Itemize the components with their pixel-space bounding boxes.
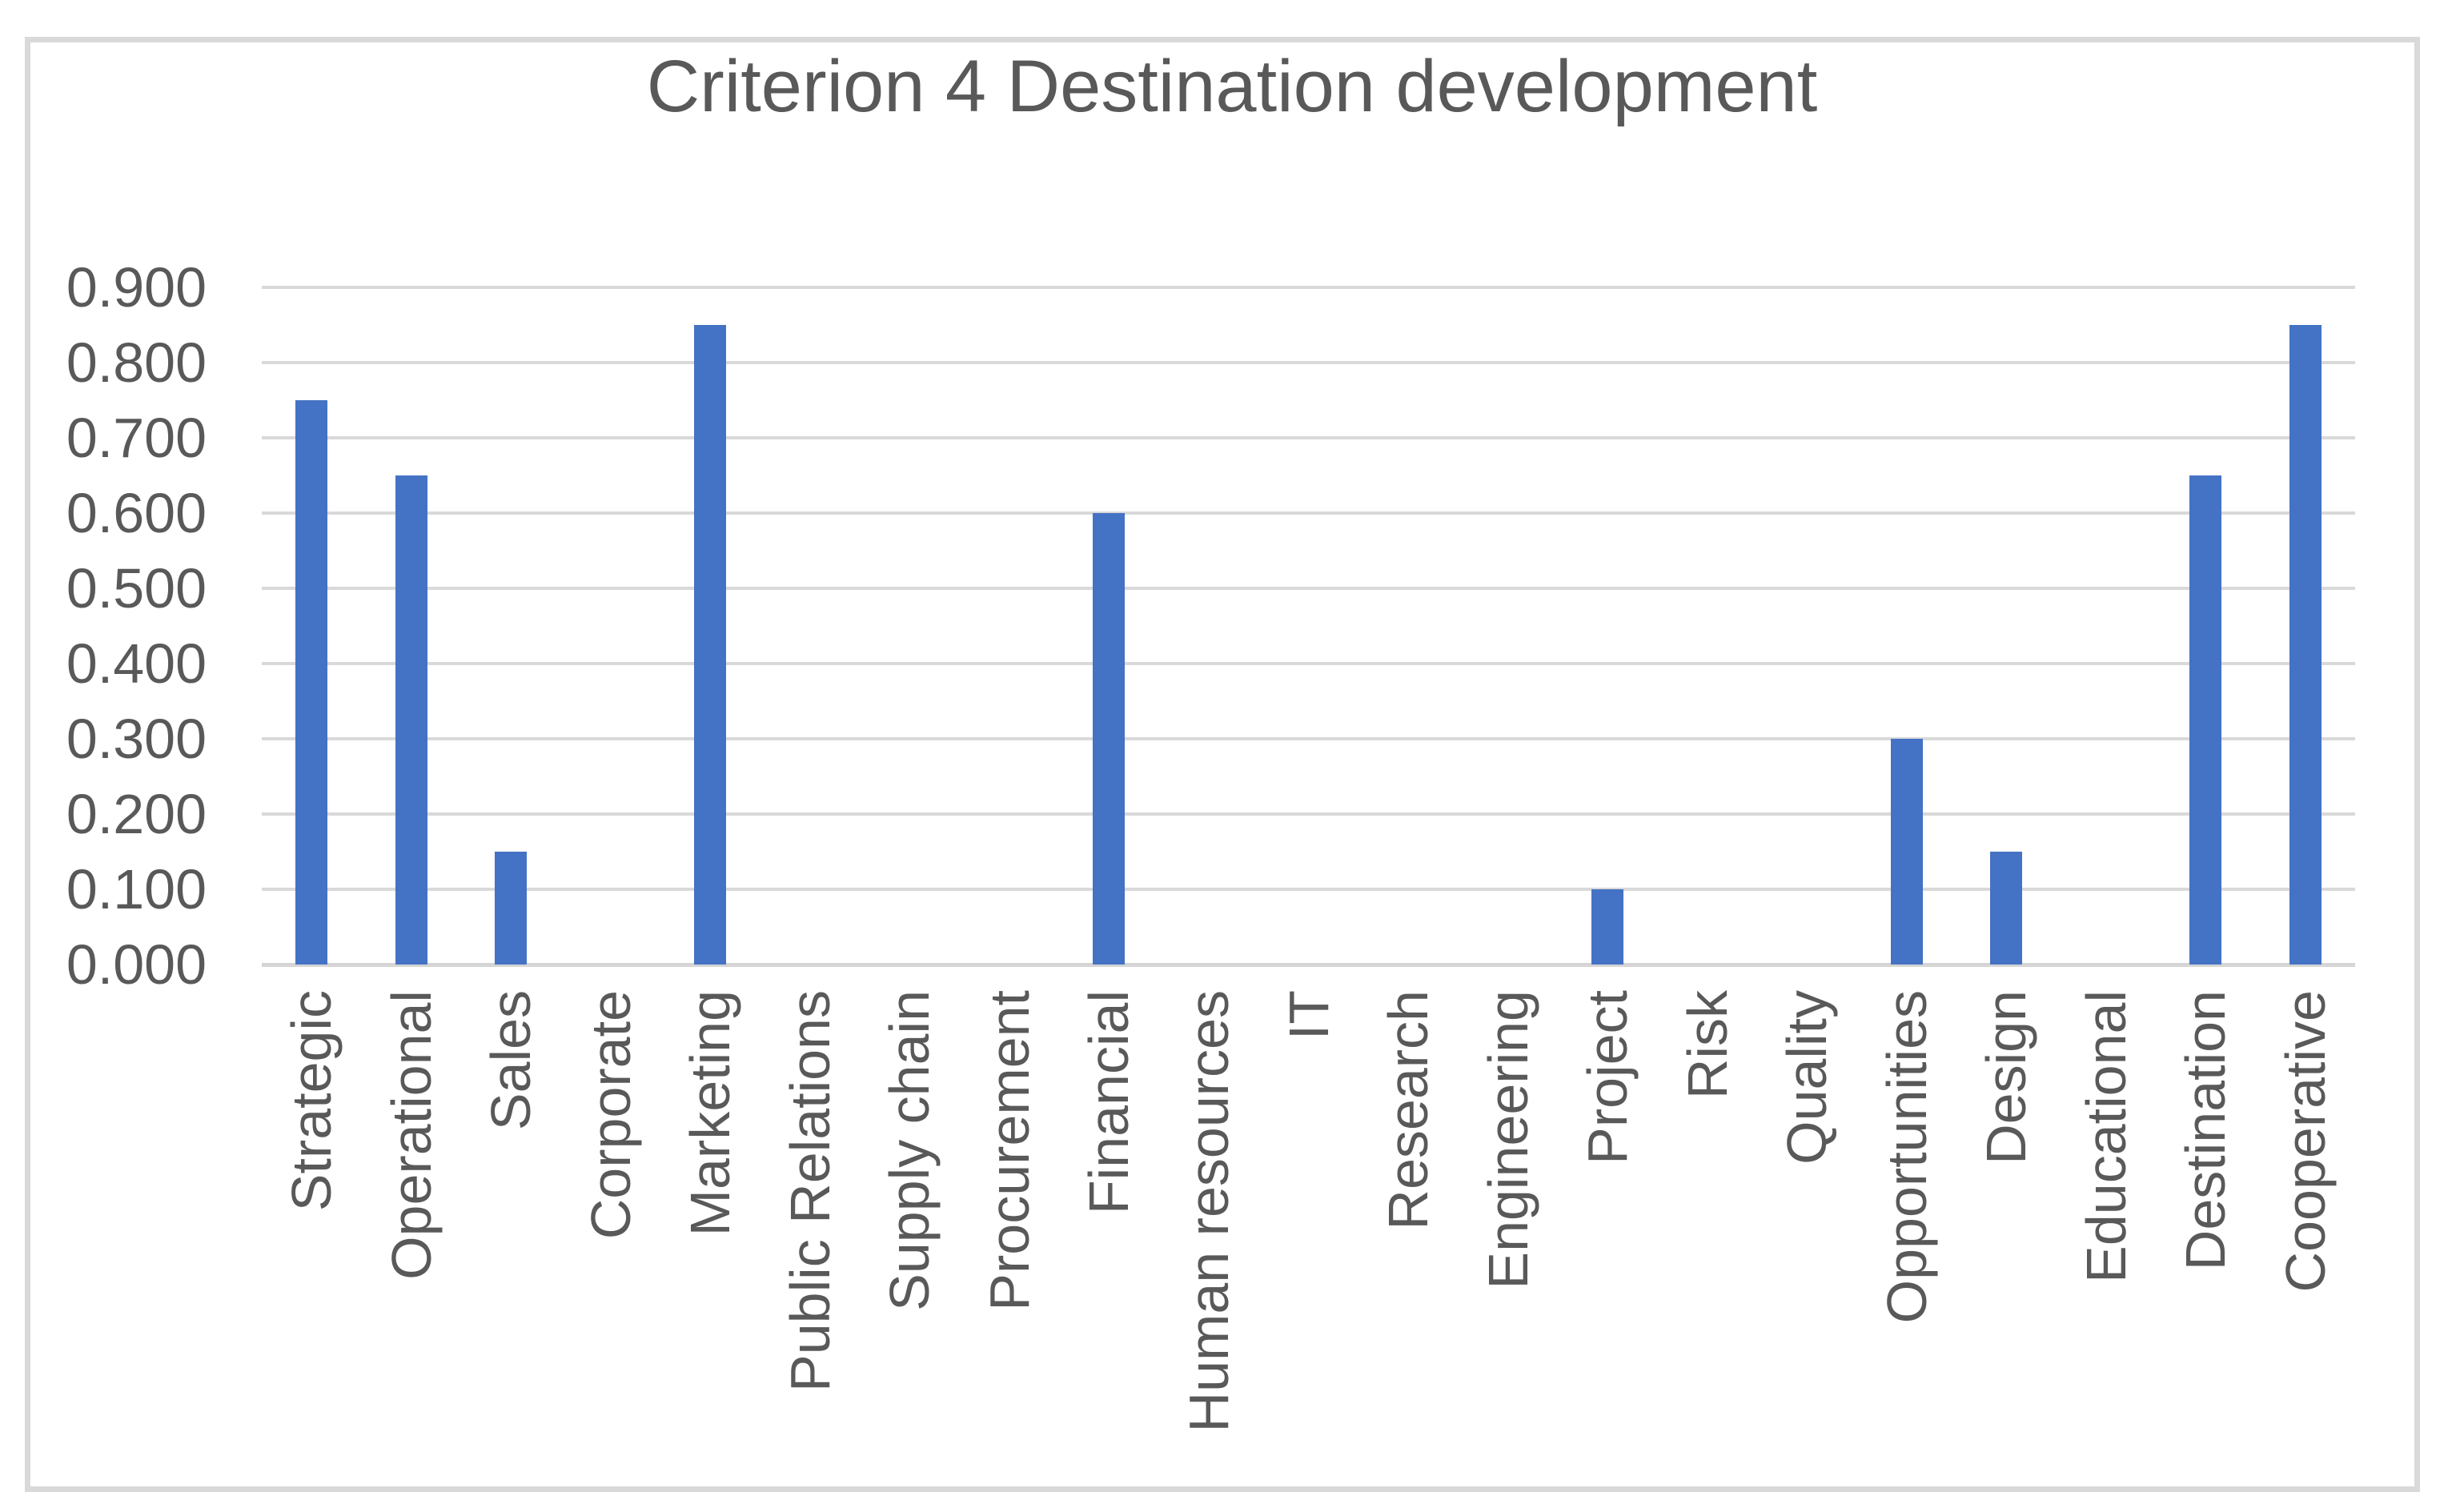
gridline — [262, 436, 2355, 439]
gridline — [262, 888, 2355, 891]
bar-sales — [495, 852, 528, 965]
gridline — [262, 511, 2355, 515]
x-category-label: Corporate — [579, 990, 642, 1240]
y-tick-label: 0.800 — [66, 331, 207, 394]
x-category-label: Risk — [1675, 990, 1739, 1100]
bar-marketing — [694, 325, 727, 965]
x-category-label: Marketing — [679, 990, 742, 1237]
x-category-label: Engineering — [1476, 990, 1539, 1289]
x-category-label: Strategic — [280, 990, 343, 1212]
bar-financial — [1093, 513, 1126, 965]
x-category-label: Sales — [480, 990, 543, 1131]
x-category-label: Public Relations — [778, 990, 841, 1392]
x-category-label: Destination — [2174, 990, 2237, 1271]
x-category-label: Operational — [379, 990, 443, 1280]
x-axis-line — [262, 963, 2355, 967]
bar-design — [1990, 852, 2023, 965]
x-category-label: Opportunities — [1875, 990, 1938, 1324]
gridline — [262, 737, 2355, 740]
chart-title: Criterion 4 Destination development — [646, 46, 1818, 127]
y-tick-label: 0.400 — [66, 632, 207, 695]
gridline — [262, 286, 2355, 289]
gridline — [262, 587, 2355, 590]
y-tick-label: 0.100 — [66, 858, 207, 920]
x-category-label: Research — [1377, 990, 1440, 1230]
x-category-label: Supply chain — [878, 990, 941, 1311]
y-tick-label: 0.300 — [66, 708, 207, 770]
bar-strategic — [295, 400, 328, 965]
x-category-label: Project — [1576, 990, 1639, 1165]
gridline — [262, 662, 2355, 665]
y-tick-label: 0.000 — [66, 933, 207, 996]
x-category-label: Procurement — [977, 990, 1041, 1311]
x-category-label: Cooperative — [2273, 990, 2337, 1293]
y-tick-label: 0.700 — [66, 407, 207, 469]
x-category-label: IT — [1277, 990, 1340, 1041]
bar-cooperative — [2289, 325, 2322, 965]
bar-operational — [395, 475, 427, 965]
x-category-label: Financial — [1077, 990, 1141, 1215]
bar-destination — [2189, 475, 2222, 965]
x-category-label: Quality — [1776, 990, 1839, 1165]
y-tick-label: 0.500 — [66, 557, 207, 620]
x-category-label: Educational — [2074, 990, 2137, 1283]
x-category-label: Design — [1975, 990, 2038, 1165]
gridline — [262, 812, 2355, 816]
y-tick-label: 0.200 — [66, 783, 207, 845]
x-category-label: Human resources — [1177, 990, 1240, 1433]
y-tick-label: 0.600 — [66, 482, 207, 544]
bar-opportunities — [1890, 739, 1923, 965]
bar-project — [1591, 889, 1624, 965]
gridline — [262, 361, 2355, 364]
y-tick-label: 0.900 — [66, 256, 207, 319]
